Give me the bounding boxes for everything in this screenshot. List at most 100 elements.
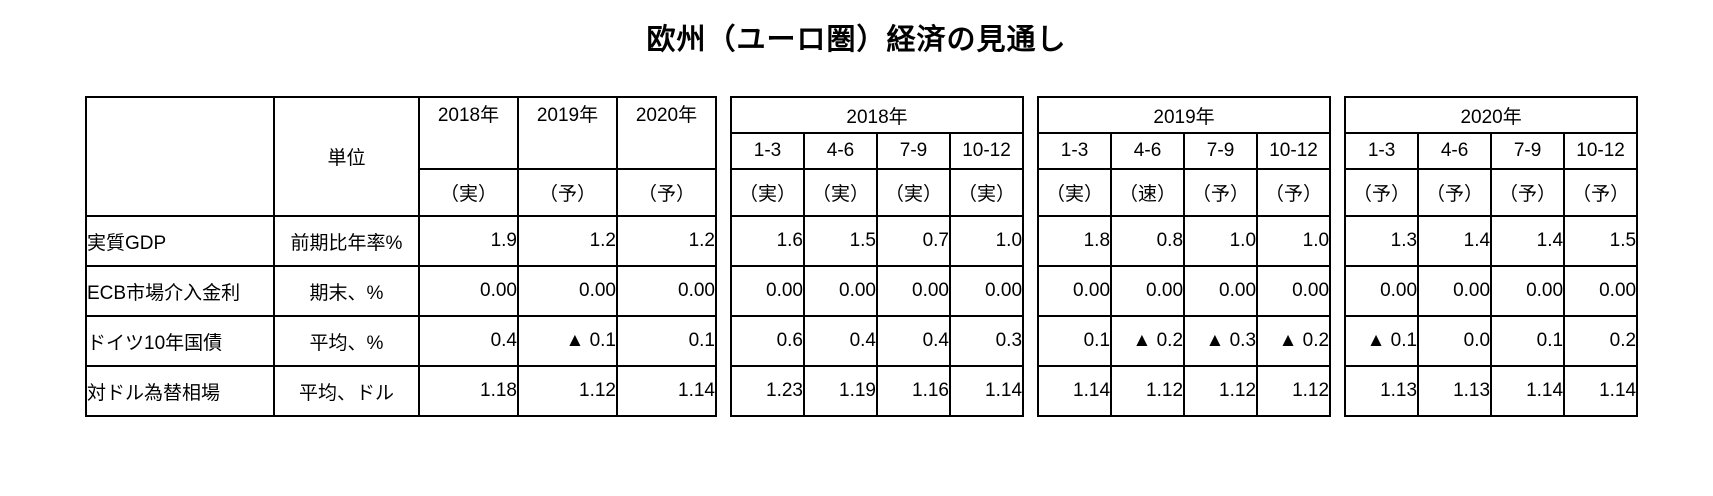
quarter-header-cell: 1-3 (1344, 132, 1420, 170)
table-row-real-gdp: 実質GDP 前期比年率% 1.9 1.2 1.2 (85, 215, 717, 267)
quarter-header-cell: 10-12 (948, 132, 1025, 170)
value-cell: 0.00 (1037, 265, 1113, 317)
year-header-cell: 2019年 (517, 96, 618, 170)
value-cell: 1.9 (418, 215, 519, 267)
table-row: 0.1 ▲ 0.2 ▲ 0.3 ▲ 0.2 (1037, 315, 1332, 367)
value-cell: 1.5 (1563, 215, 1639, 267)
status-header-cell: （予） (616, 168, 717, 217)
value-cell: 0.7 (876, 215, 951, 267)
status-header-cell: （実） (730, 168, 805, 217)
status-header-cell: （予） (1256, 168, 1332, 217)
value-cell: 1.12 (1183, 365, 1259, 417)
value-cell: ▲ 0.3 (1183, 315, 1259, 367)
forecast-table: 単位 2018年 2019年 2020年 （実） （予） （予） 実質GDP 前… (85, 96, 1713, 417)
quarter-header-cell: 10-12 (1256, 132, 1332, 170)
row-label-cell: 対ドル為替相場 (85, 365, 275, 417)
status-header-cell: （予） (1417, 168, 1493, 217)
value-cell: 0.00 (1490, 265, 1566, 317)
value-cell: 1.14 (1563, 365, 1639, 417)
status-header-row: （実） （実） （実） （実） (730, 168, 1025, 217)
quarter-header-cell: 7-9 (1490, 132, 1566, 170)
quarterly-block-2018: 2018年 1-3 4-6 7-9 10-12 （実） （実） （実） （実） … (729, 96, 1025, 417)
row-label-cell: 実質GDP (85, 215, 275, 267)
value-cell: 1.12 (1256, 365, 1332, 417)
row-label-cell: ドイツ10年国債 (85, 315, 275, 367)
status-header-cell: （速） (1110, 168, 1186, 217)
year-header-row: 2019年 (1037, 96, 1332, 134)
table-row: 1.3 1.4 1.4 1.5 (1344, 215, 1639, 267)
status-header-cell: （予） (1563, 168, 1639, 217)
table-row: ▲ 0.1 0.0 0.1 0.2 (1344, 315, 1639, 367)
value-cell: 1.4 (1490, 215, 1566, 267)
value-cell: 1.6 (730, 215, 805, 267)
value-cell: 0.1 (1490, 315, 1566, 367)
year-header-cell: 2018年 (418, 96, 519, 170)
value-cell: 1.0 (1256, 215, 1332, 267)
value-cell: 1.8 (1037, 215, 1113, 267)
unit-cell: 前期比年率% (273, 215, 420, 267)
quarter-header-cell: 4-6 (1417, 132, 1493, 170)
year-header-cell: 2020年 (1344, 96, 1639, 134)
value-cell: 1.13 (1417, 365, 1493, 417)
status-header-cell: （実） (418, 168, 519, 217)
value-cell: 1.18 (418, 365, 519, 417)
value-cell: 0.00 (1417, 265, 1493, 317)
status-header-cell: （実） (948, 168, 1025, 217)
quarter-header-cell: 7-9 (876, 132, 951, 170)
table-row: 0.00 0.00 0.00 0.00 (1344, 265, 1639, 317)
value-cell: 0.00 (418, 265, 519, 317)
unit-cell: 期末、% (273, 265, 420, 317)
value-cell: 1.2 (517, 215, 618, 267)
value-cell: 1.5 (803, 215, 878, 267)
table-row: 1.8 0.8 1.0 1.0 (1037, 215, 1332, 267)
value-cell: ▲ 0.2 (1110, 315, 1186, 367)
value-cell: 1.4 (1417, 215, 1493, 267)
value-cell: 1.2 (616, 215, 717, 267)
status-header-row: （予） （予） （予） （予） (1344, 168, 1639, 217)
value-cell: 1.23 (730, 365, 805, 417)
value-cell: 1.3 (1344, 215, 1420, 267)
corner-cell (85, 96, 275, 217)
value-cell: 0.00 (517, 265, 618, 317)
table-row: 1.6 1.5 0.7 1.0 (730, 215, 1025, 267)
quarter-header-cell: 1-3 (730, 132, 805, 170)
quarterly-block-2020: 2020年 1-3 4-6 7-9 10-12 （予） （予） （予） （予） … (1344, 96, 1639, 417)
unit-cell: 平均、ドル (273, 365, 420, 417)
row-label-cell: ECB市場介入金利 (85, 265, 275, 317)
value-cell: 0.00 (1563, 265, 1639, 317)
status-header-row: （実） （速） （予） （予） (1037, 168, 1332, 217)
year-header-row: 2020年 (1344, 96, 1639, 134)
quarter-header-cell: 4-6 (803, 132, 878, 170)
year-header-cell: 2019年 (1037, 96, 1332, 134)
value-cell: ▲ 0.1 (1344, 315, 1420, 367)
year-header-cell: 2018年 (729, 96, 1025, 134)
value-cell: 0.00 (1256, 265, 1332, 317)
value-cell: 0.00 (1110, 265, 1186, 317)
table-row: 0.00 0.00 0.00 0.00 (1037, 265, 1332, 317)
value-cell: 0.0 (1417, 315, 1493, 367)
status-header-row: （実） （予） （予） (86, 168, 717, 217)
quarter-header-cell: 1-3 (1037, 132, 1113, 170)
value-cell: 1.0 (948, 215, 1025, 267)
status-header-cell: （予） (517, 168, 618, 217)
quarter-header-cell: 4-6 (1110, 132, 1186, 170)
table-row: 1.23 1.19 1.16 1.14 (730, 365, 1025, 417)
value-cell: 0.00 (948, 265, 1025, 317)
value-cell: 0.00 (730, 265, 805, 317)
value-cell: 0.3 (948, 315, 1025, 367)
value-cell: 1.14 (1490, 365, 1566, 417)
value-cell: 0.00 (803, 265, 878, 317)
table-row-ecb-rate: ECB市場介入金利 期末、% 0.00 0.00 0.00 (85, 265, 717, 317)
year-header-cell: 2020年 (616, 96, 717, 170)
quarter-header-cell: 10-12 (1563, 132, 1639, 170)
value-cell: 0.1 (616, 315, 717, 367)
value-cell: 1.16 (876, 365, 951, 417)
quarter-header-cell: 7-9 (1183, 132, 1259, 170)
unit-cell: 平均、% (273, 315, 420, 367)
value-cell: 0.1 (1037, 315, 1113, 367)
value-cell: 0.00 (616, 265, 717, 317)
value-cell: 0.00 (1344, 265, 1420, 317)
value-cell: 1.12 (517, 365, 618, 417)
value-cell: 0.8 (1110, 215, 1186, 267)
table-row: 1.14 1.12 1.12 1.12 (1037, 365, 1332, 417)
